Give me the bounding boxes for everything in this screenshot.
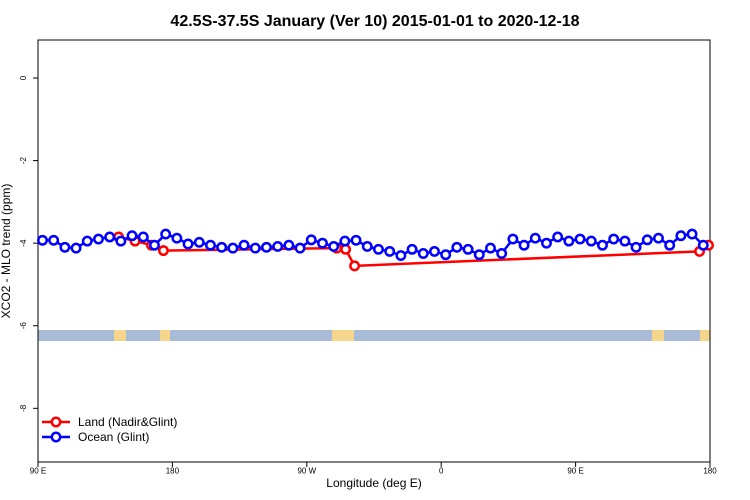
y-tick-label: -6 <box>19 322 28 330</box>
chart-title: 42.5S-37.5S January (Ver 10) 2015-01-01 … <box>170 13 579 30</box>
series-point <box>317 237 328 249</box>
series-point <box>552 231 564 243</box>
series-point <box>305 234 317 246</box>
y-tick-label: 0 <box>19 75 28 80</box>
series-point <box>473 249 485 261</box>
series-point <box>294 242 306 254</box>
series-point <box>507 233 519 245</box>
series-point <box>384 245 396 257</box>
series-point <box>440 249 452 261</box>
series-point <box>496 248 508 259</box>
band-patch <box>700 330 710 341</box>
series-point <box>361 241 373 252</box>
series-point <box>70 242 82 254</box>
series-point <box>238 239 250 251</box>
band <box>38 330 710 341</box>
series-point <box>182 238 194 250</box>
series-point <box>160 228 172 240</box>
series-point <box>541 237 552 249</box>
legend-marker <box>50 416 62 428</box>
series-point <box>115 235 127 247</box>
series-point <box>518 239 530 251</box>
series-point <box>349 260 361 272</box>
series-point <box>104 231 116 243</box>
series-point <box>630 241 642 253</box>
series-point <box>395 250 407 261</box>
series-point <box>585 235 597 247</box>
y-tick-label: -4 <box>19 239 28 247</box>
series-point <box>81 235 93 247</box>
x-axis-label: Longitude (deg E) <box>326 476 421 490</box>
x-tick-label: 90 E <box>30 467 46 476</box>
series-point <box>171 232 183 244</box>
series-point <box>205 239 216 251</box>
series-point <box>249 242 261 254</box>
legend-marker <box>50 431 62 443</box>
series-point <box>227 242 239 254</box>
series-point <box>697 239 709 251</box>
x-tick-label: 90 W <box>297 467 316 476</box>
series-point <box>350 234 362 246</box>
series-point <box>37 234 48 246</box>
series-point <box>149 239 160 251</box>
series-point <box>406 243 418 255</box>
series-point <box>462 243 474 255</box>
series-point <box>193 236 205 248</box>
x-tick-label: 90 E <box>567 467 583 476</box>
series-point <box>597 239 608 251</box>
series-point <box>664 239 676 251</box>
series-point <box>485 242 496 254</box>
series-point <box>574 233 586 245</box>
series-point <box>653 232 664 244</box>
series-point <box>137 231 149 243</box>
series-point <box>283 239 295 251</box>
series-point <box>563 235 575 247</box>
series-point <box>686 228 698 240</box>
plot-frame <box>37 39 711 463</box>
series-point <box>59 241 71 253</box>
series-point <box>93 233 104 245</box>
series-point <box>261 241 272 253</box>
band-patch <box>160 330 170 341</box>
series-point <box>675 230 687 242</box>
y-tick-label: -8 <box>19 404 28 412</box>
band-patch <box>332 330 354 341</box>
y-tick-label: -2 <box>19 156 28 164</box>
land-mask-band <box>38 330 710 341</box>
band-patch <box>114 330 126 341</box>
series-point <box>126 230 138 242</box>
legend-text: Land (Nadir&Glint) <box>78 415 177 429</box>
series-point <box>608 233 620 245</box>
x-tick-label: 180 <box>703 467 717 476</box>
series-point <box>417 248 429 259</box>
y-axis-label: XCO2 - MLO trend (ppm) <box>0 184 13 319</box>
band-patch <box>652 330 664 341</box>
series-point <box>48 234 60 246</box>
series-point <box>529 232 541 244</box>
series-point <box>339 235 351 247</box>
series-point <box>429 245 440 257</box>
series-point <box>272 241 284 252</box>
x-tick-label: 180 <box>166 467 180 476</box>
series-point <box>157 245 169 257</box>
legend-text: Ocean (Glint) <box>78 430 149 444</box>
series-point <box>328 241 340 252</box>
series-point <box>373 243 384 255</box>
x-tick-label: 0 <box>439 467 444 476</box>
series-point <box>619 235 631 247</box>
series-point <box>641 234 653 246</box>
series-point <box>216 241 228 253</box>
series-point <box>451 241 463 253</box>
